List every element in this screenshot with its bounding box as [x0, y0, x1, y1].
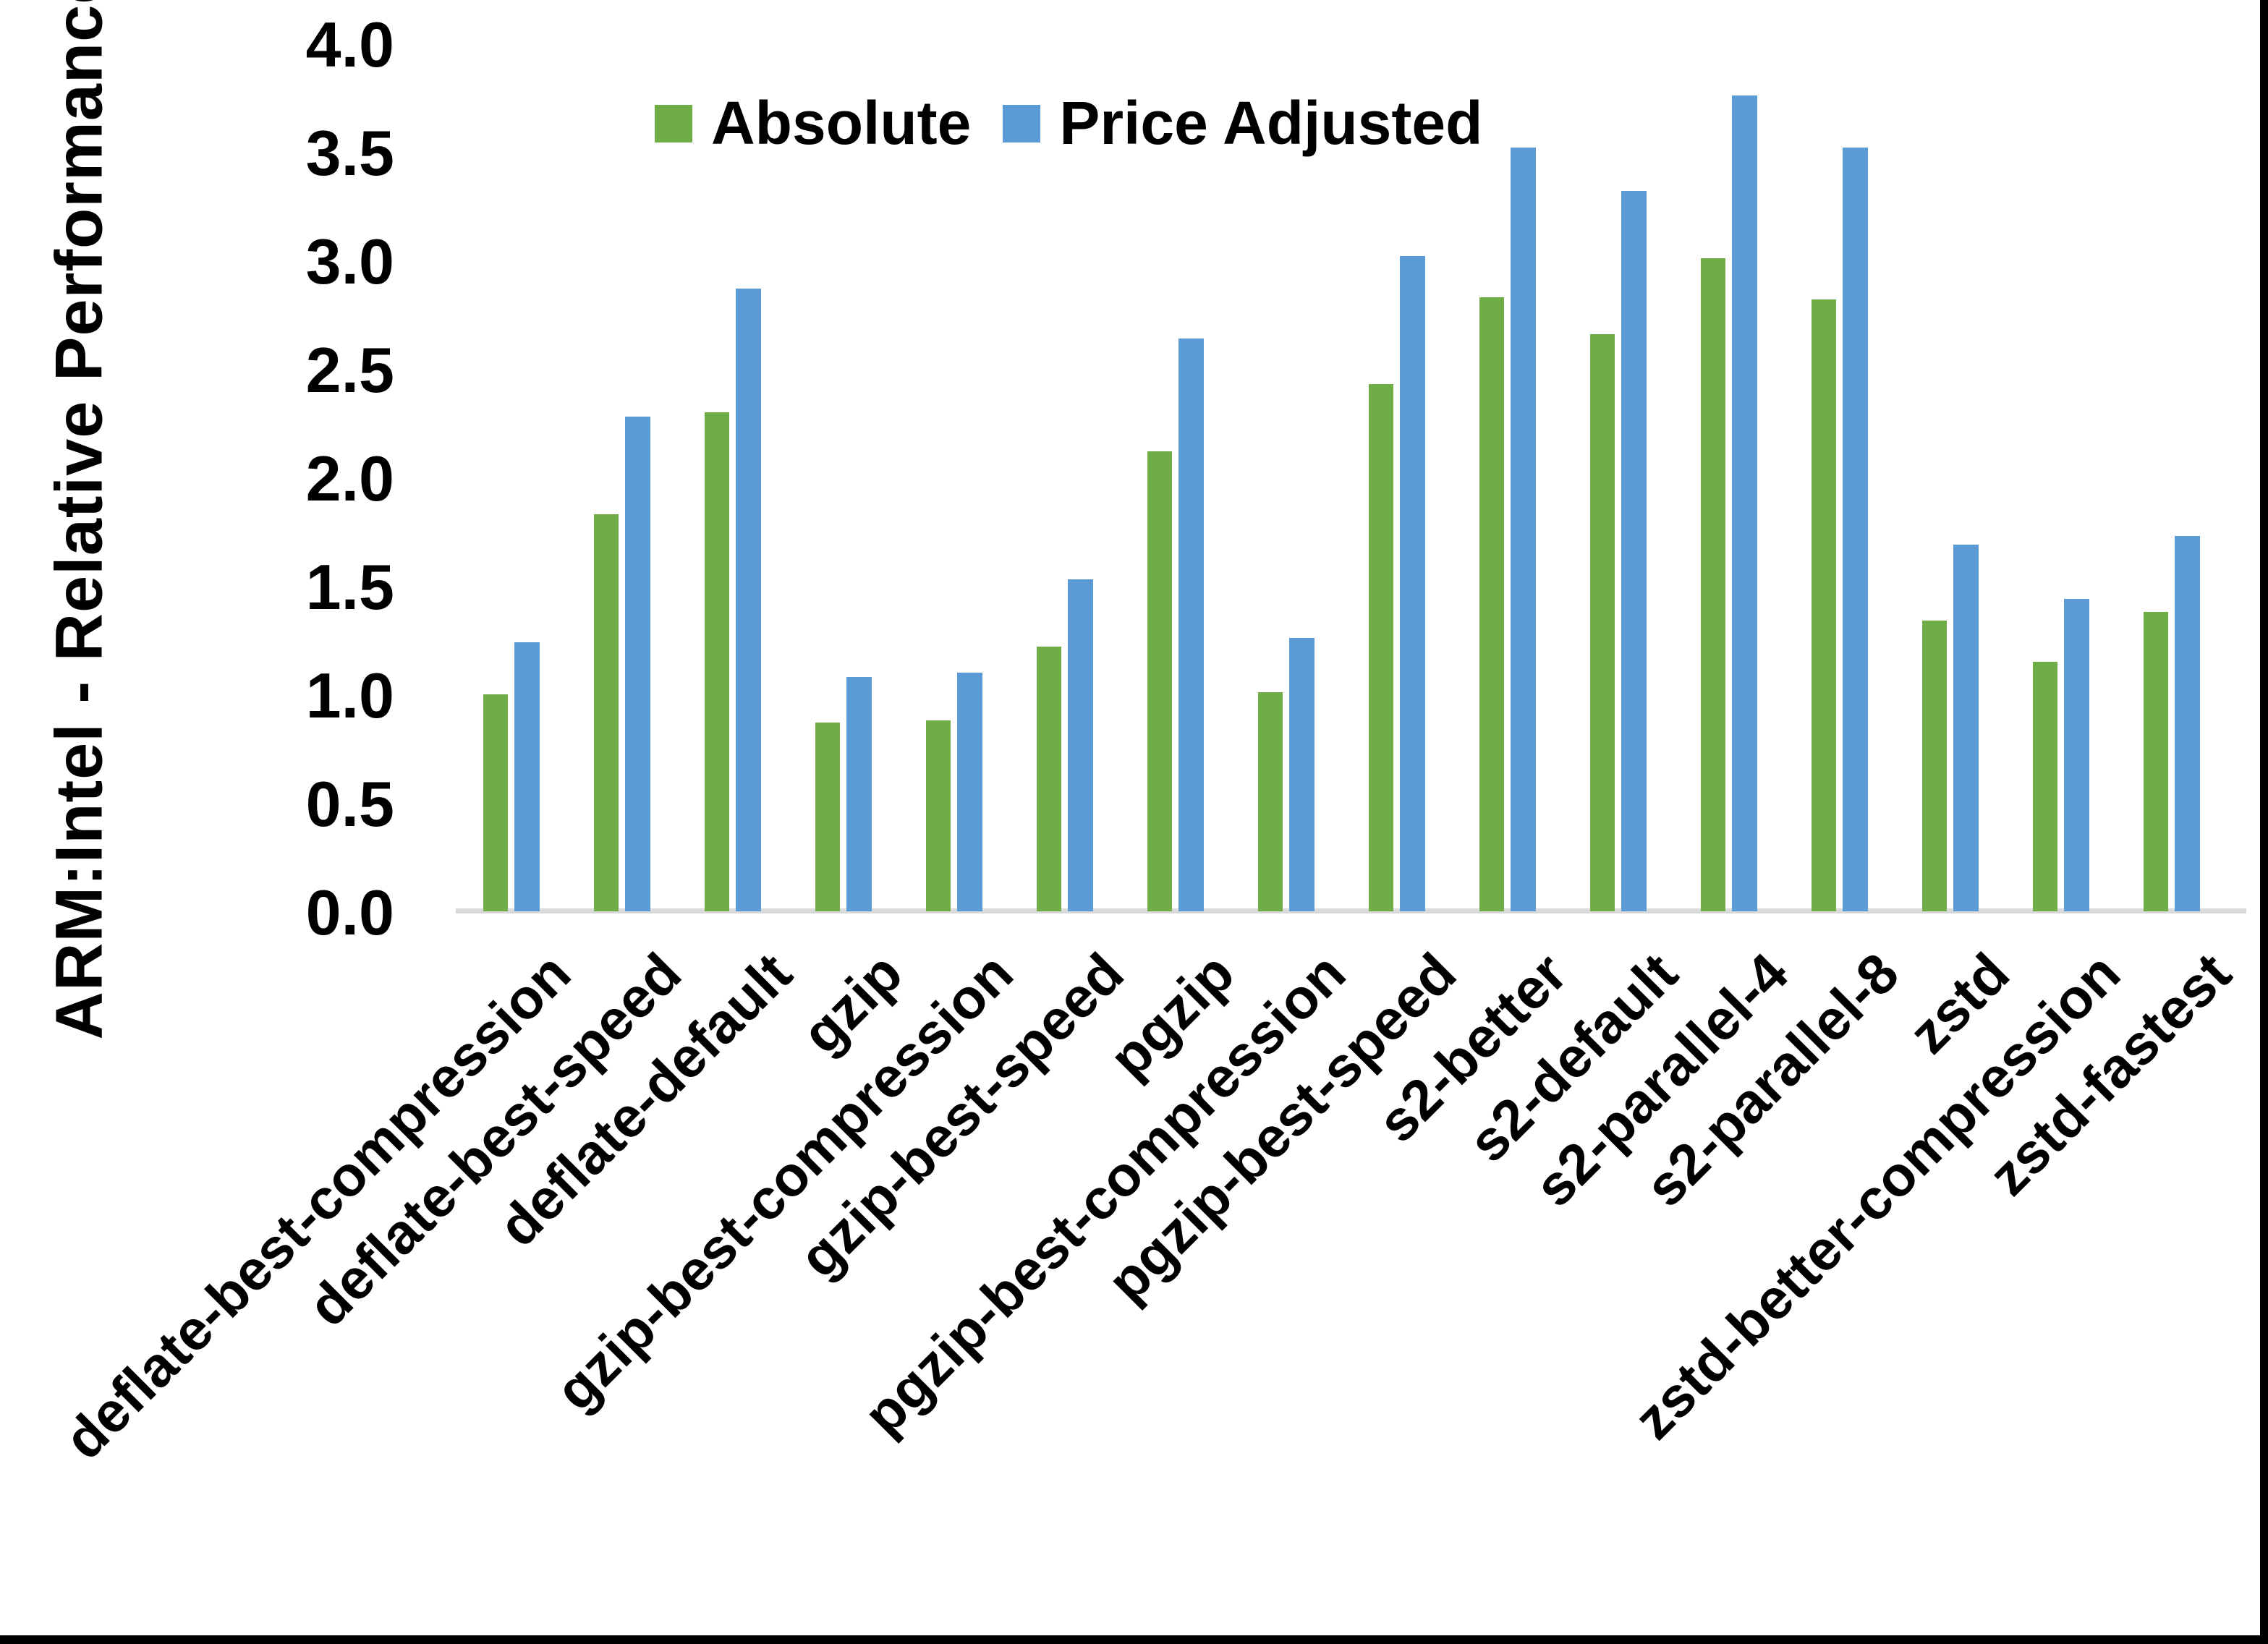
y-axis-title: ARM:Intel - Relative Performance [7, 0, 152, 1039]
legend: Absolute Price Adjusted [655, 88, 1482, 158]
bar-price-adjusted [957, 673, 982, 911]
y-tick-label: 0.0 [305, 877, 394, 948]
bar-price-adjusted [1843, 148, 1868, 911]
screenshot-right-border [2260, 0, 2268, 1644]
bar-absolute [1922, 621, 1947, 911]
bar-price-adjusted [1289, 638, 1314, 911]
bar-price-adjusted [2064, 599, 2089, 911]
bar-absolute [1037, 647, 1061, 911]
y-tick-label: 1.0 [305, 660, 394, 731]
bar-absolute [1258, 692, 1283, 911]
bar-absolute [926, 720, 951, 911]
y-tick-label: 3.5 [305, 117, 394, 189]
bar-absolute [483, 694, 508, 911]
bar-absolute [594, 514, 619, 911]
bar-absolute [1147, 451, 1172, 911]
x-axis-line [456, 908, 2246, 913]
bar-price-adjusted [514, 642, 540, 911]
bar-absolute [2033, 662, 2057, 911]
bar-price-adjusted [1953, 545, 1979, 911]
legend-swatch-price-adjusted-icon [1003, 104, 1041, 142]
y-tick-label: 4.0 [305, 9, 394, 80]
y-tick-label: 2.5 [305, 334, 394, 406]
bar-absolute [2144, 612, 2168, 911]
y-tick-label: 1.5 [305, 551, 394, 623]
bar-absolute [1701, 258, 1725, 911]
legend-swatch-absolute-icon [655, 104, 692, 142]
bar-absolute [1479, 297, 1504, 911]
bar-price-adjusted [846, 677, 872, 911]
legend-label-price-adjusted: Price Adjusted [1059, 89, 1483, 157]
bar-price-adjusted [736, 289, 761, 911]
bar-price-adjusted [1511, 148, 1536, 911]
bar-price-adjusted [1400, 256, 1425, 911]
bar-absolute [815, 723, 840, 911]
bar-price-adjusted [1621, 191, 1647, 911]
bar-price-adjusted [2175, 536, 2200, 911]
y-axis-title-text: ARM:Intel - Relative Performance [42, 0, 116, 1039]
bar-absolute [1812, 299, 1836, 911]
bar-absolute [705, 412, 729, 911]
bar-price-adjusted [1732, 95, 1757, 911]
screenshot-bottom-border [0, 1635, 2268, 1644]
y-tick-label: 0.5 [305, 768, 394, 840]
bar-price-adjusted [1068, 579, 1093, 911]
legend-label-absolute: Absolute [711, 89, 972, 157]
bar-price-adjusted [1178, 338, 1204, 911]
bar-price-adjusted [625, 417, 650, 911]
y-tick-label: 2.0 [305, 443, 394, 514]
y-tick-label: 3.0 [305, 226, 394, 297]
bar-absolute [1369, 384, 1393, 911]
bar-absolute [1590, 334, 1615, 911]
